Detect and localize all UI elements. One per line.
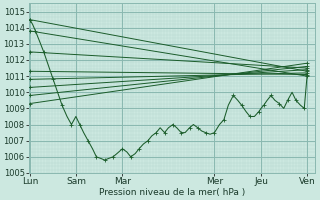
X-axis label: Pression niveau de la mer( hPa ): Pression niveau de la mer( hPa ) <box>99 188 245 197</box>
